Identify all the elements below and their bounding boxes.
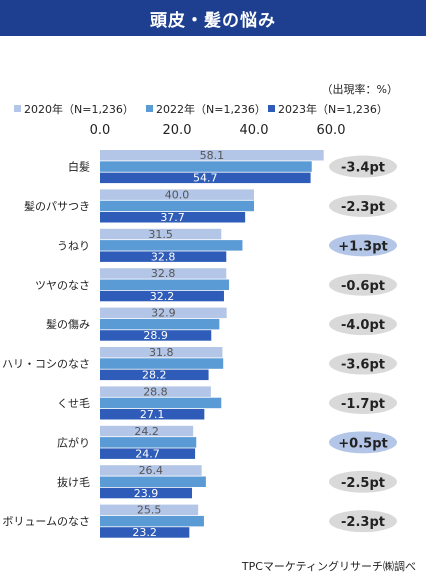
difference-label: -2.3pt	[341, 200, 385, 215]
chart-title: 頭皮・髪の悩み	[150, 10, 276, 31]
legend-label: 2022年（N=1,236）	[156, 102, 266, 116]
data-label: 31.8	[149, 346, 174, 359]
data-label: 32.8	[151, 250, 176, 263]
bar	[100, 290, 224, 302]
x-tick-label: 20.0	[163, 123, 192, 138]
legend-label: 2020年（N=1,236）	[24, 102, 134, 116]
difference-label: -2.5pt	[341, 476, 385, 491]
category-label: くせ毛	[57, 397, 90, 410]
data-label: 28.9	[143, 329, 168, 342]
category-label: 抜け毛	[57, 475, 90, 489]
bar	[100, 465, 202, 476]
bar	[100, 347, 223, 358]
bar	[100, 437, 197, 448]
data-label: 27.1	[140, 408, 165, 421]
category-label: ボリュームのなさ	[2, 515, 90, 528]
difference-badge	[329, 194, 397, 217]
bar	[100, 200, 254, 212]
data-label: 37.7	[160, 211, 185, 224]
difference-badge	[329, 431, 397, 454]
bar	[100, 515, 204, 527]
data-label: 32.9	[151, 307, 176, 320]
bar	[100, 228, 222, 240]
data-label: 26.4	[139, 464, 164, 477]
bar	[100, 358, 224, 369]
category-label: 髪のパサつき	[24, 199, 90, 213]
difference-badge	[329, 470, 397, 493]
bar	[100, 330, 212, 341]
difference-badge	[329, 273, 397, 296]
category-label: 広がり	[57, 435, 90, 449]
data-label: 28.8	[143, 385, 168, 398]
bar	[100, 189, 254, 200]
difference-badge	[329, 313, 397, 336]
bar	[100, 448, 196, 459]
unit-note: （出現率：%）	[322, 82, 398, 96]
data-label: 31.5	[148, 228, 173, 241]
bar	[100, 425, 194, 437]
bar	[100, 172, 311, 184]
data-label: 23.2	[132, 526, 157, 539]
difference-label: -4.0pt	[341, 318, 385, 333]
category-label: うねり	[57, 239, 90, 252]
bar	[100, 279, 229, 290]
difference-label: +1.3pt	[338, 239, 387, 254]
data-label: 40.0	[165, 188, 190, 201]
bar	[100, 240, 243, 251]
x-tick-label: 60.0	[317, 123, 346, 138]
category-label: ハリ・コシのなさ	[2, 358, 90, 371]
data-label: 28.2	[142, 369, 167, 382]
bar	[100, 504, 199, 516]
data-label: 54.7	[193, 172, 218, 185]
bar	[100, 476, 206, 487]
legend-swatch	[268, 105, 275, 112]
category-label: 髪の傷み	[46, 317, 90, 331]
data-label: 24.7	[135, 447, 160, 460]
x-tick-label: 0.0	[90, 123, 111, 138]
data-label: 58.1	[200, 149, 225, 162]
difference-badge	[329, 234, 397, 257]
source-note: TPCマーケティングリサーチ㈱調べ	[241, 560, 416, 573]
legend-label: 2023年（N=1,236）	[278, 102, 388, 116]
difference-label: -0.6pt	[341, 279, 385, 294]
category-label: ツヤのなさ	[35, 279, 90, 292]
difference-badge	[329, 155, 397, 178]
data-label: 25.5	[137, 504, 162, 517]
bar	[100, 487, 193, 499]
bar	[100, 386, 211, 397]
difference-badge	[329, 510, 397, 533]
title-bar: 頭皮・髪の悩み	[0, 0, 426, 36]
difference-badge	[329, 352, 397, 375]
bar	[100, 212, 246, 223]
legend-swatch	[146, 105, 153, 112]
bar	[100, 161, 312, 172]
data-label: 32.2	[150, 290, 175, 303]
bar	[100, 307, 227, 319]
bar	[100, 150, 324, 161]
bar	[100, 318, 220, 330]
bar	[100, 527, 190, 538]
difference-label: -3.6pt	[341, 358, 385, 373]
x-tick-label: 40.0	[240, 123, 269, 138]
difference-label: -1.7pt	[341, 397, 385, 412]
bar	[100, 251, 227, 262]
data-label: 24.2	[134, 425, 159, 438]
data-label: 23.9	[134, 487, 159, 500]
difference-label: -3.4pt	[341, 161, 385, 176]
legend-swatch	[14, 105, 21, 112]
bar	[100, 268, 227, 279]
bar	[100, 397, 222, 409]
difference-badge	[329, 391, 397, 414]
category-label: 白髪	[68, 160, 90, 174]
data-label: 32.8	[151, 267, 176, 280]
difference-label: -2.3pt	[341, 515, 385, 530]
bar	[100, 369, 209, 381]
bar	[100, 409, 205, 420]
difference-label: +0.5pt	[338, 436, 387, 451]
